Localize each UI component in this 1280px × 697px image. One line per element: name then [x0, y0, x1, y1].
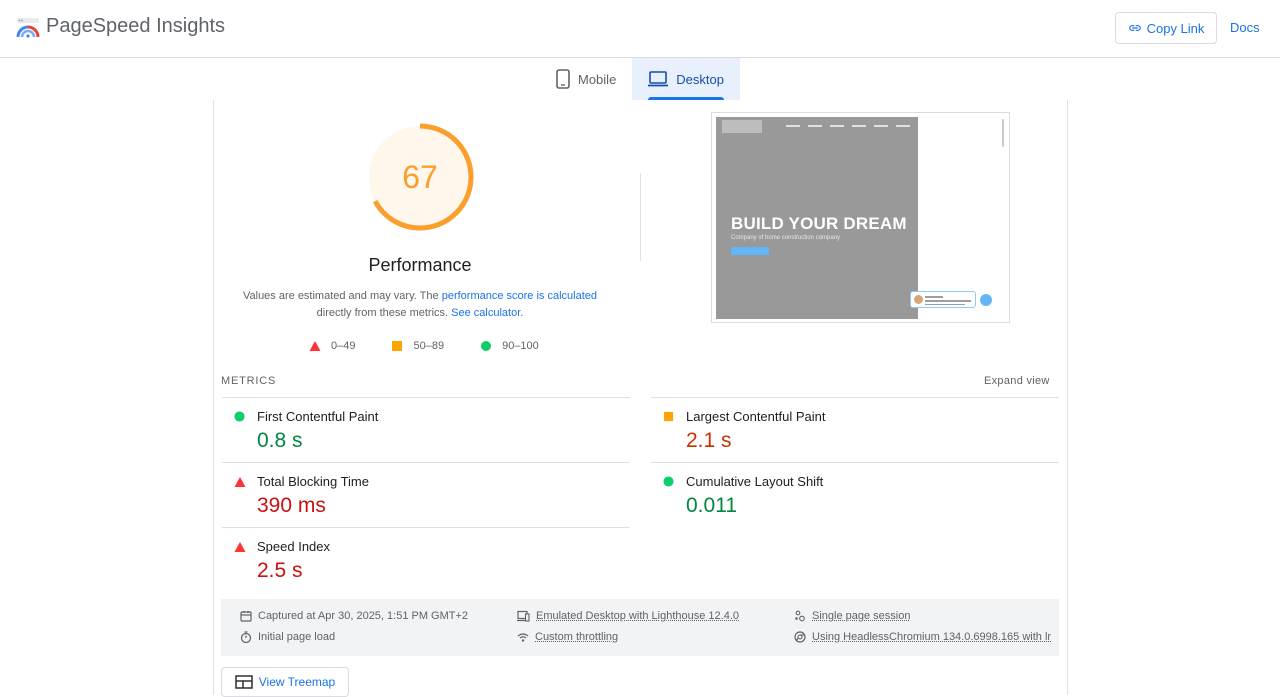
run-info-emulated[interactable]: Emulated Desktop with Lighthouse 12.4.0 [517, 610, 739, 622]
run-info-captured: Captured at Apr 30, 2025, 1:51 PM GMT+2 [240, 610, 468, 622]
pagespeed-logo-icon[interactable] [16, 16, 40, 40]
performance-title: Performance [368, 255, 472, 275]
run-info-load: Initial page load [240, 631, 335, 643]
legend-average: 50–89 [391, 340, 444, 352]
wifi-icon [517, 633, 529, 642]
triangle-icon [234, 477, 246, 487]
app-header: PageSpeed Insights Copy Link Docs [0, 0, 1280, 58]
report-panel [213, 100, 1068, 695]
browser-text: Using HeadlessChromium 134.0.6998.165 wi… [812, 631, 1052, 643]
app-title[interactable]: PageSpeed Insights [46, 15, 226, 37]
note-text-1: Values are estimated and may vary. The [242, 290, 442, 302]
run-info-session[interactable]: Single page session [794, 610, 910, 622]
final-screenshot: BUILD YOUR DREAM Company of home constru… [711, 112, 1010, 323]
chrome-icon [794, 631, 806, 643]
legend-poor: 0–49 [309, 340, 355, 352]
screenshot-cta [731, 247, 769, 255]
copy-link-button[interactable]: Copy Link [1115, 12, 1217, 44]
metric-name: Largest Contentful Paint [686, 409, 826, 424]
docs-link[interactable]: Docs [1230, 20, 1260, 35]
metrics-heading: METRICS [221, 375, 277, 387]
treemap-icon [235, 675, 253, 689]
screenshot-chat-button [980, 294, 992, 306]
screenshot-headline: BUILD YOUR DREAM [731, 214, 907, 233]
triangle-icon [309, 341, 321, 351]
timer-icon [240, 631, 252, 643]
metric-name: Total Blocking Time [257, 474, 369, 489]
section-divider [640, 173, 641, 261]
tab-mobile[interactable]: Mobile [540, 58, 632, 100]
metric-tbt: Total Blocking Time 390 ms [222, 462, 630, 527]
device-tabs: Mobile Desktop [540, 58, 740, 100]
screenshot-viewport: BUILD YOUR DREAM Company of home constru… [716, 117, 918, 319]
legend-good-label: 90–100 [502, 340, 539, 352]
screenshot-logo [722, 120, 762, 133]
copy-link-label: Copy Link [1146, 20, 1205, 36]
square-icon [663, 411, 674, 422]
emulated-text: Emulated Desktop with Lighthouse 12.4.0 [536, 610, 740, 622]
see-calculator-link[interactable]: See calculator. [451, 307, 524, 319]
tab-desktop[interactable]: Desktop [632, 58, 740, 100]
run-info: Captured at Apr 30, 2025, 1:51 PM GMT+2 … [221, 599, 1059, 656]
metric-name: First Contentful Paint [257, 409, 379, 424]
devices-icon [517, 610, 530, 622]
calendar-icon [240, 611, 252, 622]
gauge-ring [366, 123, 474, 231]
people-icon [795, 610, 805, 622]
view-treemap-button[interactable]: View Treemap [221, 667, 349, 697]
circle-icon [481, 341, 492, 351]
screenshot-subline: Company of home construction company [731, 235, 841, 241]
legend-good: 90–100 [480, 340, 539, 352]
laptop-icon [648, 71, 669, 87]
performance-gauge[interactable]: 67 [366, 123, 474, 231]
metric-value: 0.011 [686, 494, 737, 517]
metric-fcp: First Contentful Paint 0.8 s [222, 397, 630, 462]
metric-value: 2.5 s [257, 559, 303, 582]
expand-view-toggle[interactable]: Expand view [984, 375, 1050, 387]
metric-si: Speed Index 2.5 s [222, 527, 630, 592]
metric-lcp: Largest Contentful Paint 2.1 s [651, 397, 1059, 462]
metric-value: 0.8 s [257, 429, 303, 452]
session-text: Single page session [812, 610, 911, 622]
circle-icon [663, 476, 674, 487]
run-info-browser[interactable]: Using HeadlessChromium 134.0.6998.165 wi… [794, 631, 1051, 643]
score-calculated-link[interactable]: performance score is calculated [441, 290, 597, 302]
performance-score: 67 [402, 158, 438, 195]
metric-value: 390 ms [257, 494, 326, 517]
screenshot-nav [786, 125, 918, 127]
square-icon [392, 341, 403, 351]
tab-mobile-label: Mobile [578, 71, 617, 87]
phone-icon [556, 69, 570, 89]
score-legend: 0–49 50–89 90–100 [309, 340, 575, 352]
tab-desktop-label: Desktop [676, 71, 724, 87]
metric-name: Cumulative Layout Shift [686, 474, 824, 489]
metric-cls: Cumulative Layout Shift 0.011 [651, 462, 1059, 527]
legend-average-label: 50–89 [413, 340, 445, 352]
triangle-icon [234, 542, 246, 552]
captured-text: Captured at Apr 30, 2025, 1:51 PM GMT+2 [258, 610, 469, 622]
link-icon [1128, 25, 1141, 31]
performance-note: Values are estimated and may vary. The p… [240, 288, 600, 322]
throttling-text: Custom throttling [535, 631, 619, 643]
metric-value: 2.1 s [686, 429, 732, 452]
load-text: Initial page load [258, 631, 336, 643]
circle-icon [234, 411, 245, 422]
note-text-2: directly from these metrics. [316, 307, 452, 319]
screenshot-scrollbar [1002, 119, 1004, 147]
legend-poor-label: 0–49 [331, 340, 356, 352]
view-treemap-label: View Treemap [258, 675, 336, 689]
metric-name: Speed Index [257, 539, 331, 554]
run-info-throttling[interactable]: Custom throttling [517, 631, 618, 643]
screenshot-chat-bubble [910, 291, 976, 308]
